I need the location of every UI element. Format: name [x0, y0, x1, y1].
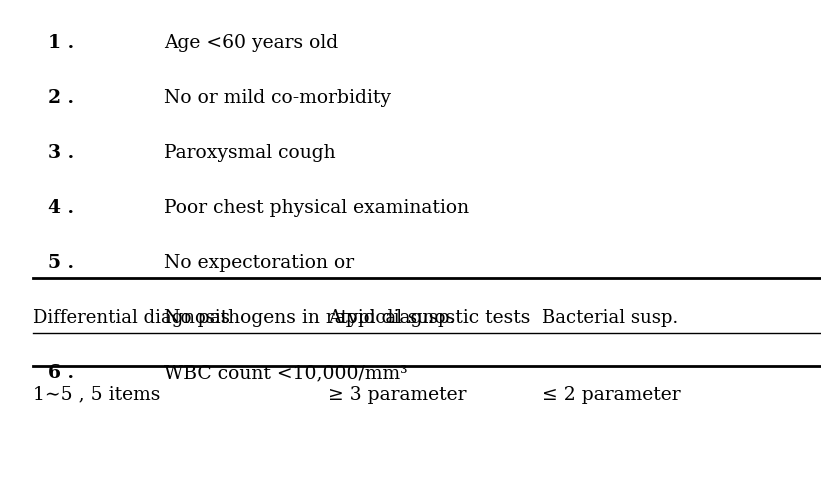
Text: WBC count <10,000/mm³: WBC count <10,000/mm³: [164, 364, 408, 382]
Text: Bacterial susp.: Bacterial susp.: [542, 309, 678, 327]
Text: Poor chest physical examination: Poor chest physical examination: [164, 199, 470, 217]
Text: Paroxysmal cough: Paroxysmal cough: [164, 144, 336, 162]
Text: ≥ 3 parameter: ≥ 3 parameter: [328, 386, 467, 404]
Text: ≤ 2 parameter: ≤ 2 parameter: [542, 386, 681, 404]
Text: No expectoration or: No expectoration or: [164, 254, 355, 272]
Text: 3 .: 3 .: [48, 144, 74, 162]
Text: Differential diagnosis: Differential diagnosis: [33, 309, 230, 327]
Text: 5 .: 5 .: [48, 254, 74, 272]
Text: 2 .: 2 .: [48, 89, 74, 107]
Text: 1 .: 1 .: [48, 34, 74, 52]
Text: Atypical susp.: Atypical susp.: [328, 309, 456, 327]
Text: No or mild co-morbidity: No or mild co-morbidity: [164, 89, 391, 107]
Text: 6 .: 6 .: [48, 364, 74, 382]
Text: No pathogens in rapid diagnostic tests: No pathogens in rapid diagnostic tests: [164, 309, 530, 327]
Text: 1∼5 , 5 items: 1∼5 , 5 items: [33, 386, 160, 404]
Text: Age <60 years old: Age <60 years old: [164, 34, 338, 52]
Text: 4 .: 4 .: [48, 199, 74, 217]
